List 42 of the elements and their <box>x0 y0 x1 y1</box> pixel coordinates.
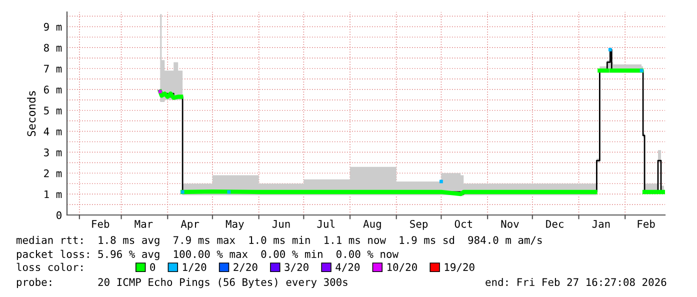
legend-label: 3/20 <box>284 263 308 272</box>
y-tick-label: 6 m <box>44 86 62 94</box>
legend-label: 2/20 <box>234 263 258 272</box>
x-tick-label: Dec <box>546 220 564 228</box>
y-tick-label: 3 m <box>44 148 62 156</box>
y-axis-title: Seconds <box>27 91 36 136</box>
text: median rtt: 1.8 ms avg 7.9 ms max 1.0 ms min 1.1 ms now 1.9 ms sd 984.0 m am/s <box>16 236 542 246</box>
x-tick-label: Jun <box>272 220 290 228</box>
legend-label: 19/20 <box>444 263 474 272</box>
y-tick-label: 4 m <box>44 128 62 136</box>
x-tick-label: Apr <box>180 220 200 230</box>
point <box>158 90 162 94</box>
legend-label: 1/20 <box>183 263 206 272</box>
legend-label: 4/20 <box>336 263 360 272</box>
x-tick-label: Jul <box>317 220 334 228</box>
point <box>608 48 612 52</box>
legend-label: 10/20 <box>388 263 417 272</box>
x-tick-label: Nov <box>501 220 519 228</box>
y-tick-label: 9 m <box>44 22 62 31</box>
point <box>440 180 443 184</box>
x-tick-label: Feb <box>638 220 655 228</box>
x-tick-label: Feb <box>92 220 110 228</box>
y-tick-label: 2 m <box>44 169 62 178</box>
text: packet loss: 5.96 % avg 100.00 % max 0.00 % min 0.00 % now <box>16 250 399 260</box>
legend-label: 0 <box>150 263 156 272</box>
x-tick-label: Sep <box>410 220 428 230</box>
y-tick-label: 5 m <box>44 106 62 114</box>
y-tick-label: 8 m <box>44 44 62 52</box>
text: probe: 20 ICMP Echo Pings (56 Bytes) every 300s <box>16 278 348 288</box>
point <box>640 68 644 72</box>
y-tick-label: 7 m <box>44 64 62 72</box>
x-tick-label: May <box>226 220 244 230</box>
x-tick-label: Aug <box>363 220 381 230</box>
text: loss color: <box>16 262 82 272</box>
point <box>180 190 184 194</box>
point <box>227 190 231 194</box>
y-tick-label: 0 <box>56 211 62 220</box>
text: end: Fri Feb 27 16:27:08 2026 <box>486 278 666 286</box>
x-tick-label: Mar <box>134 220 153 228</box>
x-tick-label: Oct <box>454 220 472 228</box>
y-tick-label: 1 m <box>44 190 62 198</box>
x-tick-label: Jan <box>592 220 610 228</box>
